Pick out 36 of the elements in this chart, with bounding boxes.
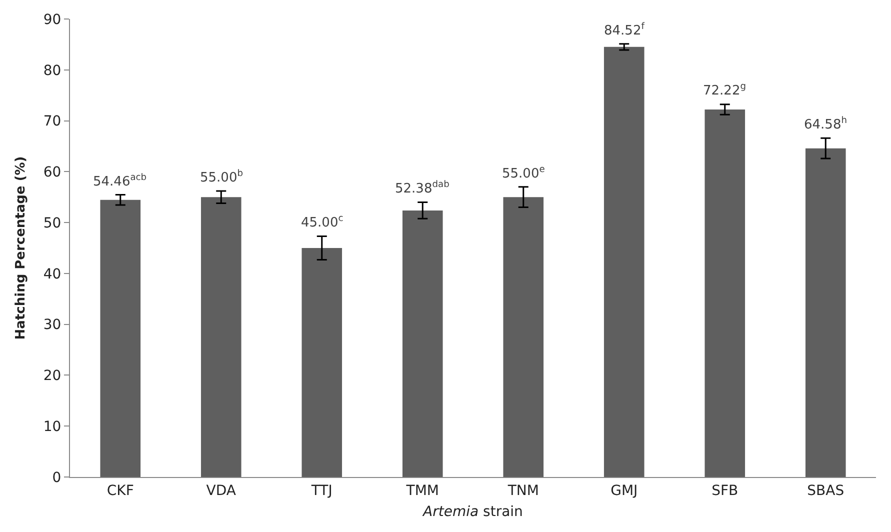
y-tick-label: 90 [43,12,62,28]
y-tick-label: 30 [43,317,62,334]
x-tick-label: SFB [712,482,738,499]
y-tick-label: 40 [43,266,62,282]
y-tick-label: 50 [43,215,62,232]
bar [100,200,141,477]
bar [200,197,242,477]
data-label: 64.58$^{h}$ [804,116,847,132]
x-tick-label: TTJ [310,482,332,499]
bar [704,109,746,477]
y-tick-label: 60 [43,164,62,181]
x-tick-label: GMJ [610,482,638,499]
bar [805,148,846,477]
data-label: 55.00$^{b}$ [200,169,244,186]
data-label: 84.52$^{f}$ [604,22,646,38]
y-tick-label: 70 [43,114,62,130]
y-tick-label: 80 [43,62,62,79]
data-label: 52.38$^{dab}$ [395,180,450,196]
x-axis-title: Artemia strain [422,504,523,520]
x-tick-label: VDA [206,482,236,499]
x-tick-label: CKF [106,482,134,499]
x-tick-label: SBAS [807,482,844,499]
bar [604,46,644,477]
y-axis-title: Hatching Percentage (%) [13,156,28,340]
data-label: 55.00$^{e}$ [502,165,546,182]
bar [402,210,443,477]
data-label: 45.00$^{c}$ [301,214,344,230]
x-tick-label: TNM [506,482,539,499]
x-tick-label: TMM [405,482,439,499]
data-label: 54.46$^{acb}$ [93,173,147,190]
bar [302,248,342,477]
y-tick-label: 0 [52,470,62,486]
data-label: 72.22$^{g}$ [703,82,746,98]
y-tick-label: 10 [43,419,62,436]
bar [503,197,544,477]
y-tick-label: 20 [43,368,62,384]
